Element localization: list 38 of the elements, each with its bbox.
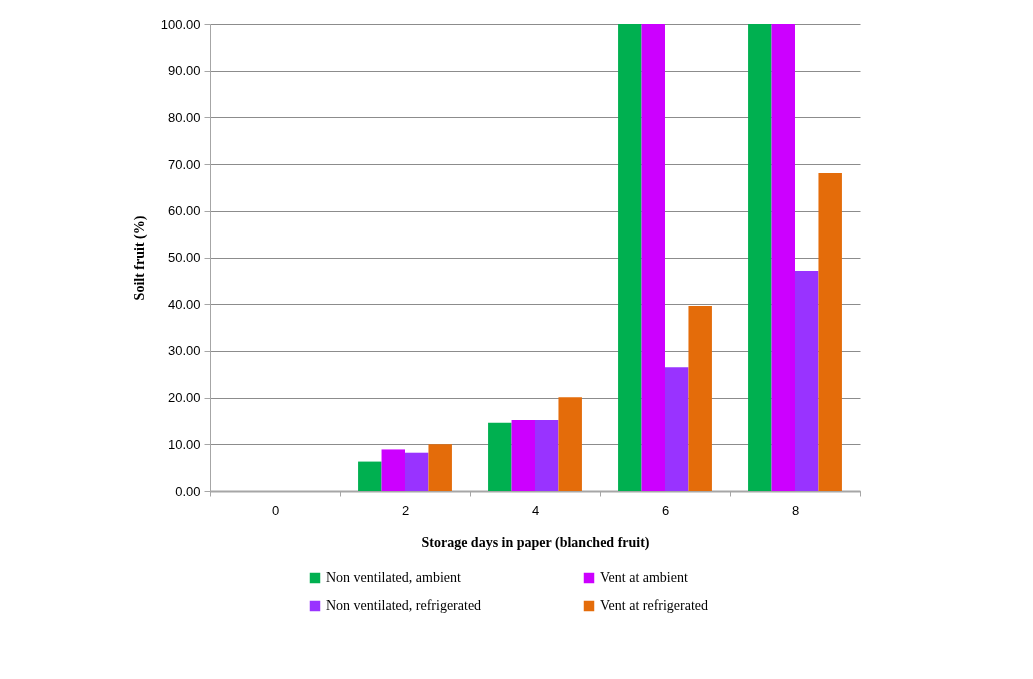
y-tick-label: 60.00 (167, 203, 201, 219)
y-tick-label: 40.00 (167, 296, 201, 312)
bar (358, 461, 382, 491)
bar (405, 452, 429, 491)
y-tick-label: 30.00 (167, 343, 201, 359)
bar (641, 24, 665, 491)
legend-label: Vent at refrigerated (600, 598, 709, 613)
legend-label: Non ventilated, ambient (326, 570, 462, 585)
y-tick-label: 90.00 (167, 63, 201, 79)
bar (535, 420, 559, 491)
bar (381, 449, 405, 491)
x-tick-label: 6 (661, 502, 670, 518)
y-tick-label: 10.00 (167, 436, 201, 452)
bar (665, 367, 689, 491)
bar (511, 420, 535, 491)
x-tick-label: 4 (531, 502, 540, 518)
x-axis-title: Storage days in paper (blanched fruit) (421, 534, 650, 551)
y-tick-label: 50.00 (167, 250, 201, 265)
bar (558, 397, 582, 491)
x-tick-label: 2 (401, 502, 410, 518)
legend-label: Vent at ambient (600, 570, 688, 585)
y-tick-label: 0.00 (175, 483, 201, 499)
y-tick-label: 70.00 (167, 156, 201, 172)
x-tick-label: 8 (791, 502, 800, 518)
bar (618, 24, 642, 491)
x-tick-label: 0 (271, 502, 280, 518)
bar (771, 24, 795, 491)
legend-label: Non ventilated, refrigerated (326, 598, 482, 613)
bar (488, 422, 512, 491)
y-axis-title: Soilt fruit (%) (131, 215, 148, 301)
y-tick-label: 20.00 (167, 390, 201, 406)
bar (795, 271, 819, 491)
y-tick-label: 100.00 (160, 16, 201, 32)
bar (428, 444, 452, 491)
bar (818, 172, 842, 491)
bar (748, 24, 772, 491)
y-tick-label: 80.00 (167, 109, 201, 125)
bar (688, 306, 712, 491)
